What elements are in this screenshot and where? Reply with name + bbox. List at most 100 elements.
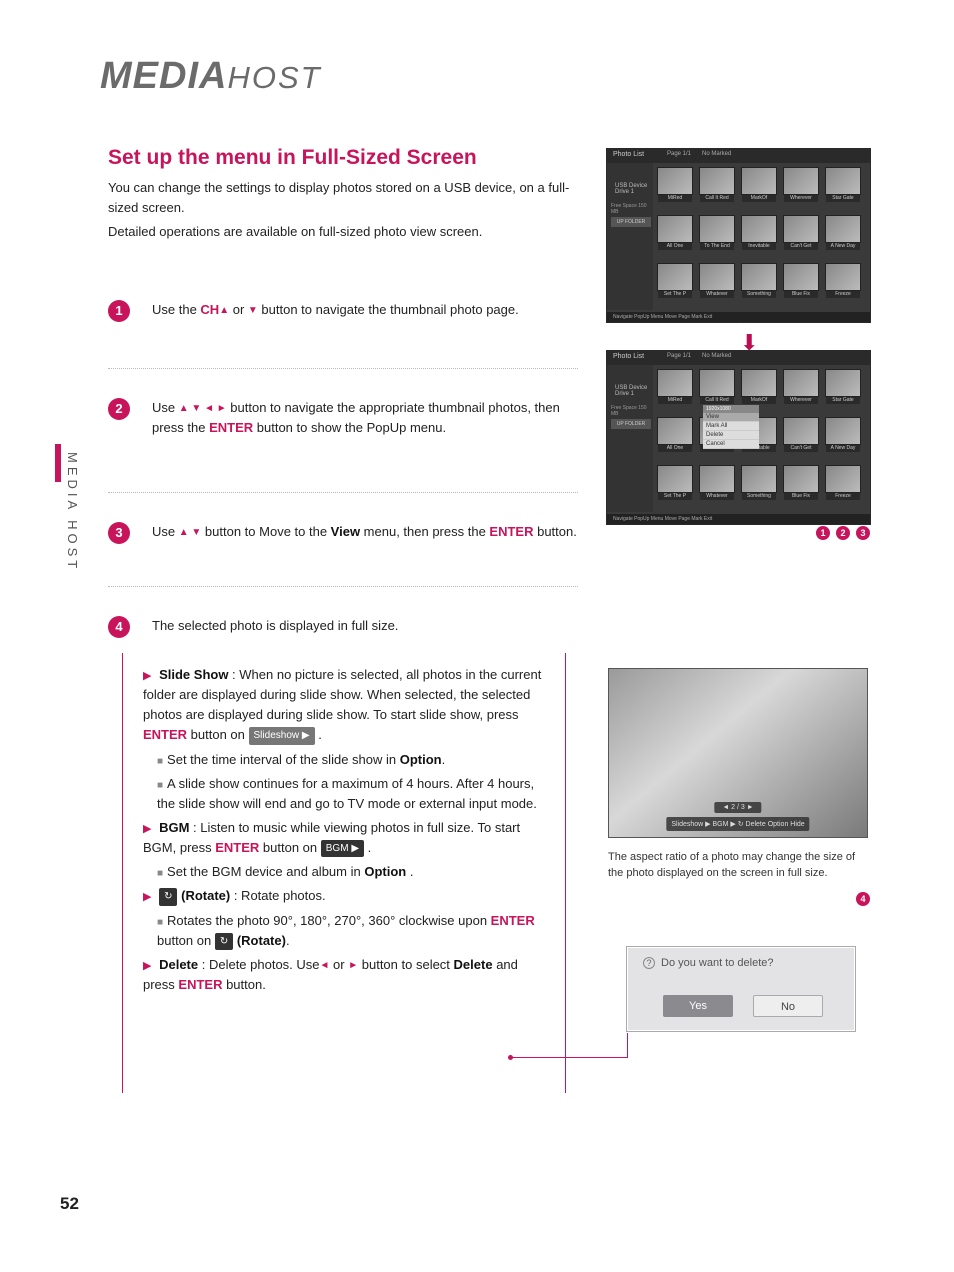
thumbnail[interactable]: Star Gate	[825, 369, 861, 397]
popup-item-view[interactable]: View	[703, 413, 759, 422]
opt-rotate: ▶ ↻ (Rotate) : Rotate photos.	[143, 886, 553, 906]
thumbnail-caption: Can't Get	[784, 243, 818, 250]
up-folder-button[interactable]: UP FOLDER	[611, 217, 651, 227]
thumbnail-caption: Star Gate	[826, 195, 860, 202]
step-4-text: The selected photo is displayed in full …	[152, 616, 578, 636]
step-3-badge: 3	[108, 522, 130, 544]
popup-title: 1920x1080	[703, 405, 759, 413]
thumbnail[interactable]: A New Day	[825, 417, 861, 445]
thumbnail-caption: All One	[658, 243, 692, 250]
thumbnail-caption: Wherever	[784, 397, 818, 404]
thumbnail-caption: Something	[742, 291, 776, 298]
thumbnail[interactable]: Inevitable	[741, 215, 777, 243]
side-tab-marker	[55, 444, 61, 482]
thumbnail[interactable]: To The End	[699, 215, 735, 243]
thumbnail[interactable]: Blue Fix	[783, 465, 819, 493]
opt-rotate-sub1: ■Rotates the photo 90°, 180°, 270°, 360°…	[157, 911, 553, 951]
thumbnail-caption: Wherever	[784, 195, 818, 202]
page-number: 52	[60, 1194, 79, 1214]
thumbnail-caption: Freeze	[826, 291, 860, 298]
thumbnail[interactable]: Can't Get	[783, 215, 819, 243]
step-1-text: Use the CH ▲ or ▼ button to navigate the…	[152, 300, 578, 320]
popup-item-markall[interactable]: Mark All	[703, 422, 759, 431]
rotate-icon: ↻	[215, 933, 233, 951]
thumbnail[interactable]: Set The P	[657, 465, 693, 493]
full-photo-figure: ◄ 2 / 3 ► Slideshow ▶ BGM ▶ ↻ Delete Opt…	[608, 668, 868, 838]
opt-delete: ▶ Delete : Delete photos. Use◄ or ► butt…	[143, 955, 553, 995]
thumbnail-caption: Whatever	[700, 291, 734, 298]
fig2-footer: Navigate PopUp Menu Move Page Mark Exit	[607, 514, 870, 524]
thumbnail[interactable]: Call It Red	[699, 167, 735, 195]
thumbnail-caption: Star Gate	[826, 397, 860, 404]
fig1-sidebar: USB DeviceDrive 1 Free Space 150 MB UP F…	[607, 163, 653, 310]
fig2-header: Photo List Page 1/1 No Marked	[607, 351, 870, 365]
thumbnail[interactable]: Can't Get	[783, 417, 819, 445]
thumbnail[interactable]: Set The P	[657, 263, 693, 291]
thumbnail[interactable]: MiRed	[657, 167, 693, 195]
thumbnail-caption: Call It Red	[700, 397, 734, 404]
thumbnail[interactable]: MarkOf	[741, 167, 777, 195]
thumbnail[interactable]: A New Day	[825, 215, 861, 243]
thumbnail[interactable]: Wherever	[783, 369, 819, 397]
thumbnail-caption: Blue Fix	[784, 291, 818, 298]
dialog-question: ?Do you want to delete?	[643, 957, 774, 969]
thumbnail-caption: All One	[658, 445, 692, 452]
opt-slideshow: ▶ Slide Show : When no picture is select…	[143, 665, 553, 746]
thumbnail[interactable]: MarkOf	[741, 369, 777, 397]
logo-main: MEDIA	[100, 55, 227, 97]
delete-dialog: ?Do you want to delete? Yes No	[626, 946, 856, 1032]
thumbnail[interactable]: Something	[741, 263, 777, 291]
thumbnail[interactable]: Something	[741, 465, 777, 493]
opt-bgm: ▶ BGM : Listen to music while viewing ph…	[143, 818, 553, 858]
thumbnail[interactable]: Whatever	[699, 263, 735, 291]
step-4: 4 The selected photo is displayed in ful…	[108, 616, 578, 636]
bullet-icon: ▶	[143, 823, 151, 835]
bullet-icon: ▶	[143, 670, 151, 682]
thumbnail-caption: Freeze	[826, 493, 860, 500]
thumbnail-caption: Set The P	[658, 493, 692, 500]
thumbnail[interactable]: All One	[657, 215, 693, 243]
rotate-icon: ↻	[159, 888, 177, 906]
left-icon: ◄	[320, 958, 330, 974]
badge-4: 4	[856, 892, 870, 906]
thumbnail[interactable]: Wherever	[783, 167, 819, 195]
thumbnail[interactable]: Star Gate	[825, 167, 861, 195]
thumbnail-caption: Call It Red	[700, 195, 734, 202]
section-title: Set up the menu in Full-Sized Screen	[108, 146, 477, 170]
thumbnail[interactable]: MiRed	[657, 369, 693, 397]
step-3-text: Use ▲ ▼ button to Move to the View menu,…	[152, 522, 578, 542]
thumbnail-caption: Blue Fix	[784, 493, 818, 500]
dialog-no-button[interactable]: No	[753, 995, 823, 1017]
slideshow-chip: Slideshow ▶	[249, 727, 315, 745]
thumbnail[interactable]: Whatever	[699, 465, 735, 493]
connector-line-v	[627, 1033, 628, 1058]
fig2-grid: MiRedCall It RedMarkOfWhereverStar GateA…	[657, 369, 866, 510]
step-3: 3 Use ▲ ▼ button to Move to the View men…	[108, 522, 578, 542]
thumbnail-caption: To The End	[700, 243, 734, 250]
thumbnail[interactable]: Freeze	[825, 263, 861, 291]
photo-list-figure-2: Photo List Page 1/1 No Marked USB Device…	[606, 350, 871, 525]
thumbnail-caption: Set The P	[658, 291, 692, 298]
divider	[108, 492, 578, 493]
thumbnail[interactable]: Call It Red	[699, 369, 735, 397]
dialog-yes-button[interactable]: Yes	[663, 995, 733, 1017]
opt-slideshow-sub1: ■Set the time interval of the slide show…	[157, 750, 553, 770]
thumbnail-caption: MiRed	[658, 195, 692, 202]
drive-label: USB DeviceDrive 1	[615, 183, 647, 195]
fig1-grid: MiRedCall It RedMarkOfWhereverStar GateA…	[657, 167, 866, 308]
popup-item-cancel[interactable]: Cancel	[703, 440, 759, 449]
bullet-icon: ▶	[143, 960, 151, 972]
up-icon: ▲	[219, 303, 229, 319]
thumbnail[interactable]: Freeze	[825, 465, 861, 493]
connector-line	[510, 1057, 628, 1058]
step-2: 2 Use ▲ ▼ ◄ ► button to navigate the app…	[108, 398, 578, 438]
thumbnail[interactable]: Blue Fix	[783, 263, 819, 291]
photo-counter: ◄ 2 / 3 ►	[714, 802, 761, 813]
thumbnail-caption: Inevitable	[742, 243, 776, 250]
up-folder-button[interactable]: UP FOLDER	[611, 419, 651, 429]
fig1-footer: Navigate PopUp Menu Move Page Mark Exit	[607, 312, 870, 322]
thumbnail[interactable]: All One	[657, 417, 693, 445]
popup-item-delete[interactable]: Delete	[703, 431, 759, 440]
thumbnail-caption: A New Day	[826, 445, 860, 452]
bullet-icon: ▶	[143, 891, 151, 903]
